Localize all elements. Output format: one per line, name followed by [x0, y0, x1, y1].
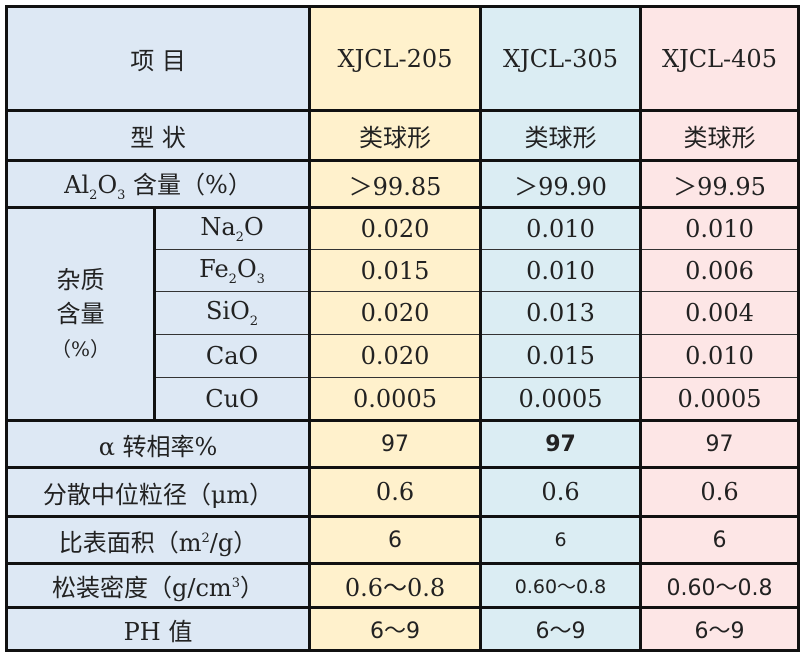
al2o3-value: ＞99.90	[479, 159, 643, 209]
density-value: 0.6～0.8	[308, 562, 483, 609]
al2o3-value: ＞99.95	[639, 159, 800, 209]
impurity-name-cao: CaO	[152, 334, 312, 378]
impurity-value: 0.010	[479, 249, 643, 292]
impurity-value: 0.0005	[479, 377, 643, 422]
impurity-value: 0.015	[479, 334, 643, 378]
impurity-value: 0.006	[639, 249, 800, 292]
shape-value: 类球形	[639, 109, 800, 162]
d50-label: 分散中位粒径（μm）	[4, 466, 312, 518]
ph-label: PH 值	[4, 606, 312, 652]
alpha-label: α 转相率%	[4, 419, 312, 469]
ph-value: 6～9	[308, 606, 483, 652]
impurity-name-fe2o3: Fe2O3	[152, 249, 312, 292]
ph-value: 6～9	[479, 606, 643, 652]
density-label: 松装密度（g/cm3）	[4, 562, 312, 609]
item-header: 项 目	[4, 5, 312, 112]
density-value: 0.60～0.8	[639, 562, 800, 609]
impurity-name-sio2: SiO2	[152, 291, 312, 335]
alpha-value: 97	[308, 419, 483, 469]
product-header-205: XJCL-205	[308, 5, 483, 112]
ssa-value: 6	[308, 515, 483, 565]
impurity-value: 0.020	[308, 334, 483, 378]
shape-label: 型 状	[4, 109, 312, 162]
shape-value: 类球形	[308, 109, 483, 162]
shape-value: 类球形	[479, 109, 643, 162]
impurity-value: 0.0005	[639, 377, 800, 422]
d50-value: 0.6	[639, 466, 800, 518]
alpha-value: 97	[639, 419, 800, 469]
impurity-value: 0.0005	[308, 377, 483, 422]
impurity-value: 0.020	[308, 206, 483, 250]
impurity-value: 0.010	[479, 206, 643, 250]
density-value: 0.60～0.8	[479, 562, 643, 609]
al2o3-label: Al2O3 含量（%）	[4, 159, 312, 209]
al2o3-value: ＞99.85	[308, 159, 483, 209]
ph-value: 6～9	[639, 606, 800, 652]
impurity-value: 0.010	[639, 334, 800, 378]
ssa-label: 比表面积（m2/g）	[4, 515, 312, 565]
impurity-value: 0.013	[479, 291, 643, 335]
impurity-name-na2o: Na2O	[152, 206, 312, 250]
impurity-value: 0.015	[308, 249, 483, 292]
impurity-name-cuo: CuO	[152, 377, 312, 422]
ssa-value: 6	[479, 515, 643, 565]
product-spec-table: 项 目 XJCL-205 XJCL-305 XJCL-405 型 状 类球形 类…	[4, 5, 800, 652]
impurity-value: 0.004	[639, 291, 800, 335]
impurity-value: 0.020	[308, 291, 483, 335]
impurity-label: 杂质 含量 （%）	[5, 206, 156, 422]
product-header-405: XJCL-405	[639, 5, 800, 112]
d50-value: 0.6	[479, 466, 643, 518]
product-header-305: XJCL-305	[479, 5, 643, 112]
d50-value: 0.6	[308, 466, 483, 518]
impurity-value: 0.010	[639, 206, 800, 250]
ssa-value: 6	[639, 515, 800, 565]
alpha-value: 97	[479, 419, 643, 469]
